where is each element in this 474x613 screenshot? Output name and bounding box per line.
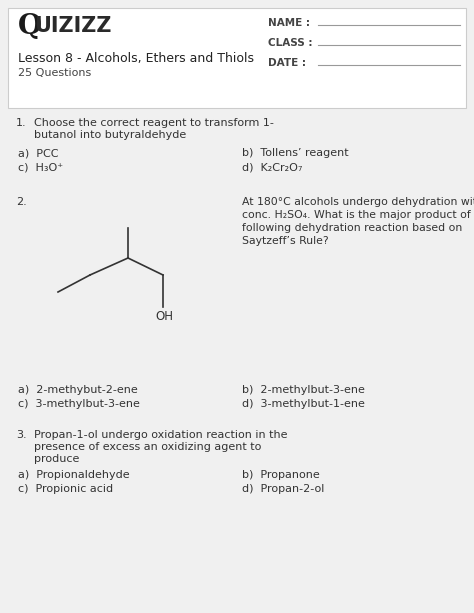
Text: 25 Questions: 25 Questions	[18, 68, 91, 78]
Text: 3.: 3.	[16, 430, 27, 440]
Text: Q: Q	[18, 13, 42, 40]
Text: butanol into butyraldehyde: butanol into butyraldehyde	[34, 130, 186, 140]
Text: c)  H₃O⁺: c) H₃O⁺	[18, 162, 63, 172]
Text: DATE :: DATE :	[268, 58, 306, 68]
FancyBboxPatch shape	[8, 8, 466, 108]
Text: b)  2-methylbut-3-ene: b) 2-methylbut-3-ene	[242, 385, 365, 395]
Text: NAME :: NAME :	[268, 18, 310, 28]
Text: produce: produce	[34, 454, 79, 464]
Text: At 180°C alcohols undergo dehydration with: At 180°C alcohols undergo dehydration wi…	[242, 197, 474, 207]
Text: Saytzeff’s Rule?: Saytzeff’s Rule?	[242, 236, 328, 246]
Text: Choose the correct reagent to transform 1-: Choose the correct reagent to transform …	[34, 118, 274, 128]
Text: conc. H₂SO₄. What is the major product of the: conc. H₂SO₄. What is the major product o…	[242, 210, 474, 220]
Text: d)  Propan-2-ol: d) Propan-2-ol	[242, 484, 324, 494]
Text: c)  3-methylbut-3-ene: c) 3-methylbut-3-ene	[18, 399, 140, 409]
Text: a)  2-methybut-2-ene: a) 2-methybut-2-ene	[18, 385, 138, 395]
Text: 1.: 1.	[16, 118, 27, 128]
Text: a)  PCC: a) PCC	[18, 148, 58, 158]
Text: OH: OH	[155, 310, 173, 323]
Text: b)  Propanone: b) Propanone	[242, 470, 320, 480]
Text: d)  3-methylbut-1-ene: d) 3-methylbut-1-ene	[242, 399, 365, 409]
Text: c)  Propionic acid: c) Propionic acid	[18, 484, 113, 494]
Text: presence of excess an oxidizing agent to: presence of excess an oxidizing agent to	[34, 442, 261, 452]
Text: Propan-1-ol undergo oxidation reaction in the: Propan-1-ol undergo oxidation reaction i…	[34, 430, 288, 440]
Text: UIZIZZ: UIZIZZ	[34, 16, 111, 36]
Text: following dehydration reaction based on: following dehydration reaction based on	[242, 223, 462, 233]
Text: Lesson 8 - Alcohols, Ethers and Thiols: Lesson 8 - Alcohols, Ethers and Thiols	[18, 52, 254, 65]
Text: b)  Tollens’ reagent: b) Tollens’ reagent	[242, 148, 348, 158]
Text: CLASS :: CLASS :	[268, 38, 312, 48]
Text: 2.: 2.	[16, 197, 27, 207]
Text: a)  Propionaldehyde: a) Propionaldehyde	[18, 470, 129, 480]
Text: d)  K₂Cr₂O₇: d) K₂Cr₂O₇	[242, 162, 302, 172]
